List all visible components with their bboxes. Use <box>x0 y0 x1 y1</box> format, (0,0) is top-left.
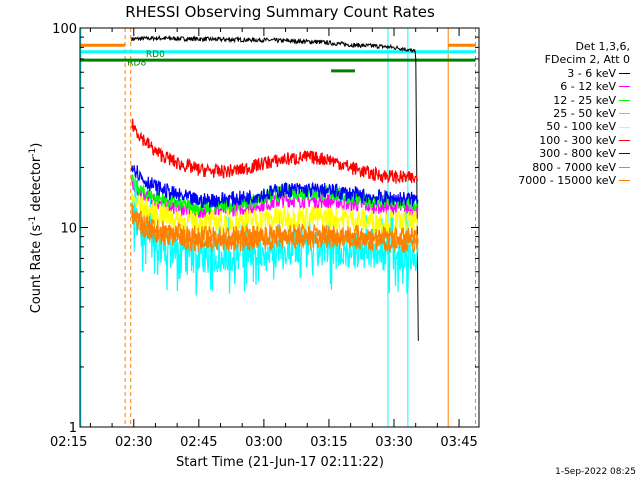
legend-swatch <box>619 113 630 115</box>
legend-entry: 300 - 800 keV <box>480 147 630 160</box>
legend-header-decimation: FDecim 2, Att 0 <box>544 53 630 67</box>
legend-entry: 3 - 6 keV <box>480 67 630 80</box>
chart-title: RHESSI Observing Summary Count Rates <box>125 3 435 21</box>
footer-timestamp: 1-Sep-2022 08:25 <box>555 467 636 477</box>
legend-entries: 3 - 6 keV 6 - 12 keV 12 - 25 keV 25 - 50 ke… <box>480 67 630 188</box>
x-tick-label-6: 03:45 <box>440 435 477 450</box>
legend-entry-label: 300 - 800 keV <box>539 147 616 161</box>
y-axis-label-part: ) <box>29 143 44 148</box>
legend-swatch <box>619 73 630 75</box>
y-axis-label-part: -1 <box>28 216 38 225</box>
y-axis-label-part: -1 <box>28 148 38 157</box>
legend-entry: 25 - 50 keV <box>480 107 630 120</box>
axis-layer: 1 10 100 02:15 02:30 02:45 03:00 03:15 03:30 03:4… <box>50 22 479 450</box>
series-line-4 <box>131 193 419 237</box>
y-tick-label-1: 10 <box>60 222 77 237</box>
legend-entry: 6 - 12 keV <box>480 80 630 93</box>
legend-entry: 800 - 7000 keV <box>480 161 630 174</box>
x-axis-label: Start Time (21-Jun-17 02:11:22) <box>176 455 384 470</box>
legend-entry: 100 - 300 keV <box>480 134 630 147</box>
x-tick-label-2: 02:45 <box>180 435 217 450</box>
y-axis-label-part: detector <box>29 156 44 216</box>
x-tick-label-4: 03:15 <box>310 435 347 450</box>
legend-entry: 50 - 100 keV <box>480 120 630 133</box>
legend-swatch <box>619 166 630 168</box>
legend-entry-label: 800 - 7000 keV <box>532 160 616 174</box>
legend-swatch <box>619 99 630 101</box>
x-tick-label-3: 03:00 <box>245 435 282 450</box>
legend-entry-label: 12 - 25 keV <box>553 93 616 107</box>
legend-swatch <box>619 180 630 182</box>
legend-header-detectors: Det 1,3,6, <box>575 40 630 53</box>
legend-entry-label: 100 - 300 keV <box>539 133 616 147</box>
legend-entry-label: 25 - 50 keV <box>553 107 616 121</box>
series-line-8 <box>131 203 419 254</box>
legend-entry-label: 3 - 6 keV <box>567 66 616 80</box>
series-line-0 <box>131 34 419 341</box>
y-tick-label-0: 1 <box>69 421 77 436</box>
annotation-rd8: RD8 <box>127 58 146 68</box>
legend-swatch <box>619 140 630 142</box>
y-axis-label-part: Count Rate (s <box>29 225 44 314</box>
legend-entry-label: 7000 - 15000 keV <box>518 174 616 188</box>
annotation-rd0: RD0 <box>146 50 165 60</box>
chart-legend: Det 1,3,6, FDecim 2, Att 0 3 - 6 keV 6 - … <box>480 40 630 187</box>
legend-swatch <box>619 126 630 128</box>
y-axis-label: Count Rate (s-1 detector-1) <box>28 143 44 314</box>
legend-entry: 12 - 25 keV <box>480 94 630 107</box>
legend-entry: 7000 - 15000 keV <box>480 174 630 187</box>
legend-entry-label: 50 - 100 keV <box>546 120 616 134</box>
y-tick-label-2: 100 <box>52 22 77 37</box>
legend-swatch <box>619 86 630 88</box>
series-line-5 <box>131 118 419 184</box>
x-tick-label-0: 02:15 <box>50 435 87 450</box>
series-line-6 <box>131 165 419 209</box>
x-tick-label-5: 03:30 <box>375 435 412 450</box>
x-tick-label-1: 02:30 <box>115 435 152 450</box>
legend-swatch <box>619 153 630 155</box>
legend-entry-label: 6 - 12 keV <box>560 80 616 94</box>
